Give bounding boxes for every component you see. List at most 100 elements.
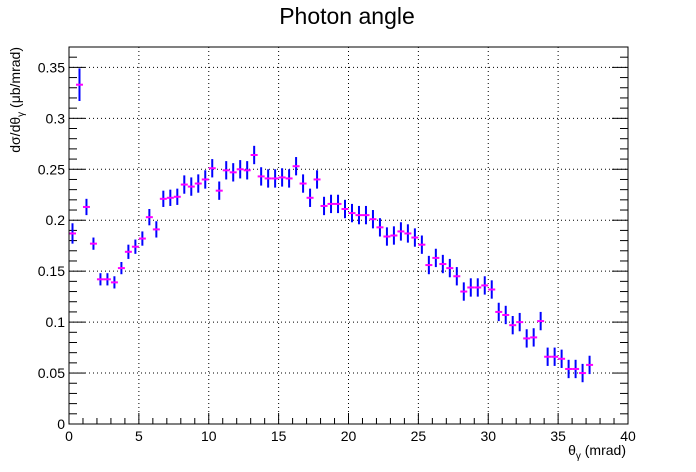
data-point (516, 312, 524, 332)
y-axis-label-main: dσ/dθ (7, 117, 23, 153)
data-point (201, 170, 209, 189)
data-point (460, 282, 468, 301)
data-point (537, 311, 545, 331)
data-points (69, 68, 594, 383)
data-point (75, 68, 83, 102)
x-axis-label-unit: (mrad) (581, 442, 626, 458)
data-point (551, 347, 559, 366)
data-point (439, 254, 447, 274)
data-point (397, 222, 405, 241)
data-point (348, 203, 356, 223)
data-point (523, 329, 531, 348)
data-point (180, 175, 188, 194)
x-axis-label-sub: γ (576, 451, 581, 462)
x-tick-label: 40 (620, 428, 636, 444)
data-point (117, 261, 125, 275)
data-point (369, 210, 377, 229)
data-point (173, 188, 181, 205)
data-point (558, 349, 566, 368)
data-point (306, 188, 314, 207)
data-point (96, 273, 104, 286)
chart-title: Photon angle (279, 3, 415, 29)
x-tick-label: 10 (201, 428, 217, 444)
data-point (222, 161, 230, 180)
data-point (586, 355, 594, 375)
data-point (341, 199, 349, 219)
data-point (334, 194, 342, 214)
data-point (208, 159, 216, 178)
data-point (243, 161, 251, 180)
y-axis-label: dσ/dθγ (μb/mrad) (7, 47, 27, 153)
data-point (404, 224, 412, 243)
data-point (285, 169, 293, 188)
data-point (69, 223, 76, 244)
y-axis-label-sub: γ (16, 112, 27, 117)
data-point (257, 167, 265, 186)
y-tick-label: 0.3 (46, 110, 66, 126)
data-point (103, 273, 111, 286)
x-tick-label: 30 (480, 428, 496, 444)
y-tick-label: 0.15 (38, 263, 65, 279)
data-point (264, 169, 272, 188)
data-point (194, 174, 202, 193)
data-point (418, 235, 426, 254)
data-point (145, 209, 153, 226)
x-axis-label-main: θ (568, 442, 576, 458)
data-point (271, 169, 279, 188)
y-tick-label: 0.05 (38, 365, 65, 381)
y-tick-label: 0.25 (38, 161, 65, 177)
data-point (411, 228, 419, 247)
data-point (89, 237, 97, 250)
x-tick-label: 15 (271, 428, 287, 444)
data-point (138, 231, 146, 246)
data-point (446, 258, 454, 278)
data-point (502, 305, 510, 325)
x-tick-label: 25 (411, 428, 427, 444)
data-point (152, 221, 160, 238)
data-point (383, 227, 391, 246)
data-point (495, 302, 503, 322)
y-tick-label: 0.1 (46, 314, 66, 330)
data-point (565, 359, 573, 379)
y-tick-label: 0 (57, 416, 65, 432)
data-point (362, 205, 370, 225)
y-tick-label: 0.2 (46, 212, 66, 228)
plot-frame (68, 46, 629, 425)
axes: 0 5 10 15 20 25 30 35 40 0 0.05 0.1 0.15 0.2 0.25 0.3 0.… (38, 56, 636, 444)
data-point (229, 163, 237, 182)
data-point (425, 255, 433, 275)
data-point (390, 226, 398, 245)
x-tick-label: 5 (135, 428, 143, 444)
data-point (159, 190, 167, 207)
grid (69, 47, 628, 424)
data-point (82, 198, 90, 216)
data-point (474, 278, 482, 297)
data-point (110, 276, 118, 289)
data-point (313, 170, 321, 189)
data-point (467, 278, 475, 297)
data-point (355, 205, 363, 225)
data-point (124, 244, 132, 259)
data-point (236, 160, 244, 179)
data-point (187, 177, 195, 196)
data-point (544, 347, 552, 366)
y-axis-label-unit: (μb/mrad) (7, 47, 23, 112)
data-point (131, 239, 139, 254)
data-point (432, 248, 440, 268)
data-point (278, 168, 286, 187)
data-point (376, 218, 384, 237)
data-point (509, 315, 517, 335)
y-tick-label: 0.35 (38, 59, 65, 75)
data-point (453, 267, 461, 286)
x-tick-label: 35 (550, 428, 566, 444)
data-point (292, 157, 300, 176)
data-point (530, 328, 538, 347)
x-tick-label: 0 (65, 428, 73, 444)
data-point (579, 363, 587, 383)
data-point (327, 194, 335, 214)
data-point (250, 145, 258, 165)
data-point (299, 174, 307, 193)
data-point (215, 181, 223, 200)
